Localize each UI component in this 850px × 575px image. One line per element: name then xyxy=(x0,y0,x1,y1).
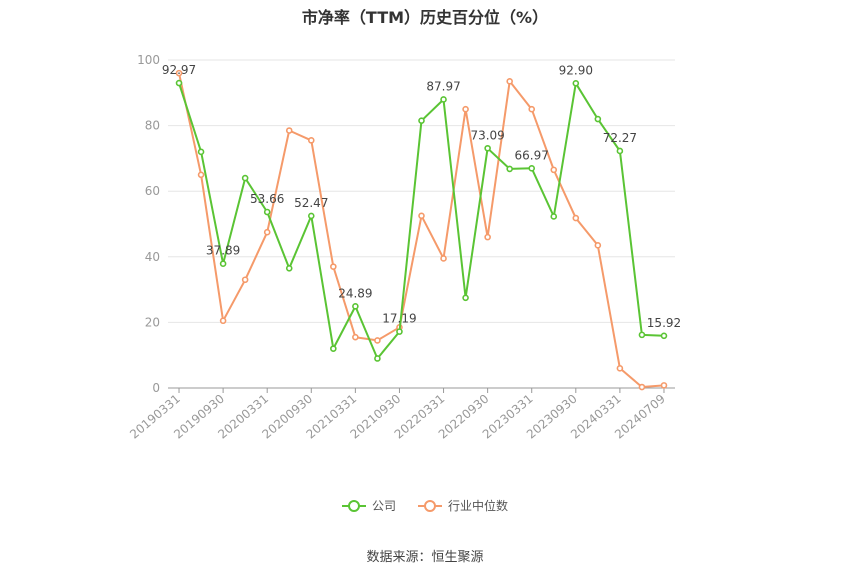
data-point xyxy=(616,147,624,155)
data-point xyxy=(352,303,359,310)
data-point xyxy=(219,260,227,268)
data-point xyxy=(175,69,183,77)
data-label: 87.97 xyxy=(426,79,460,93)
line-chart: 0204060801002019033120190930202003312020… xyxy=(127,53,681,442)
data-point xyxy=(660,332,668,340)
data-point xyxy=(594,242,602,249)
legend-swatch-company xyxy=(341,499,366,512)
data-point xyxy=(440,96,447,103)
data-point xyxy=(263,228,271,236)
data-point xyxy=(572,79,580,87)
data-label: 73.09 xyxy=(470,128,504,142)
data-label: 37.89 xyxy=(206,244,240,258)
data-point xyxy=(307,212,315,220)
data-point xyxy=(263,208,271,216)
data-point xyxy=(594,115,602,123)
data-point xyxy=(241,174,249,182)
data-point xyxy=(616,365,624,372)
data-point xyxy=(550,213,558,220)
data-point xyxy=(528,165,536,172)
legend-item-company[interactable]: 公司 xyxy=(341,497,396,514)
data-point xyxy=(462,105,469,113)
data-point xyxy=(219,317,227,325)
y-tick-label: 0 xyxy=(152,381,160,395)
data-point xyxy=(374,337,381,344)
data-point xyxy=(418,117,425,124)
data-point xyxy=(352,333,359,341)
data-point xyxy=(572,214,580,222)
data-point xyxy=(484,144,491,152)
data-point xyxy=(528,105,536,113)
chart-legend: 公司 行业中位数 xyxy=(0,497,850,514)
data-source: 数据来源：恒生聚源 xyxy=(366,550,484,565)
data-point xyxy=(506,78,513,85)
data-point xyxy=(440,255,447,262)
data-point xyxy=(550,166,558,174)
data-point xyxy=(462,294,469,302)
data-point xyxy=(285,127,293,134)
data-point xyxy=(197,148,205,156)
data-point xyxy=(330,345,337,352)
y-tick-label: 80 xyxy=(145,119,160,133)
legend-label-company: 公司 xyxy=(371,499,396,513)
data-label: 66.97 xyxy=(515,148,549,162)
y-tick-label: 40 xyxy=(145,250,160,264)
chart-title: 市净率（TTM）历史百分位（%） xyxy=(301,8,549,27)
data-label: 52.47 xyxy=(294,196,328,210)
data-point xyxy=(660,382,668,389)
data-label: 72.27 xyxy=(603,131,637,145)
data-point xyxy=(330,263,337,270)
y-tick-label: 100 xyxy=(137,53,160,67)
data-point xyxy=(197,171,205,179)
data-point xyxy=(418,212,425,220)
legend-item-industry-median[interactable]: 行业中位数 xyxy=(418,497,508,514)
data-point xyxy=(307,137,315,144)
data-label: 17.19 xyxy=(382,312,416,326)
data-point xyxy=(241,276,249,284)
data-point xyxy=(638,331,646,339)
legend-label-industry-median: 行业中位数 xyxy=(448,499,509,513)
data-point xyxy=(285,264,293,272)
y-tick-label: 60 xyxy=(145,184,160,198)
data-point xyxy=(638,383,646,391)
data-point xyxy=(175,79,183,87)
data-point xyxy=(396,328,403,335)
legend-swatch-industry-median xyxy=(418,499,442,512)
data-label: 24.89 xyxy=(338,286,372,300)
data-point xyxy=(374,355,381,362)
data-point xyxy=(506,165,513,173)
data-label: 92.90 xyxy=(559,63,593,77)
data-label: 92.97 xyxy=(162,63,196,77)
y-tick-label: 20 xyxy=(145,315,160,329)
data-point xyxy=(484,233,491,241)
data-label: 15.92 xyxy=(647,316,681,330)
data-label: 53.66 xyxy=(250,192,284,206)
